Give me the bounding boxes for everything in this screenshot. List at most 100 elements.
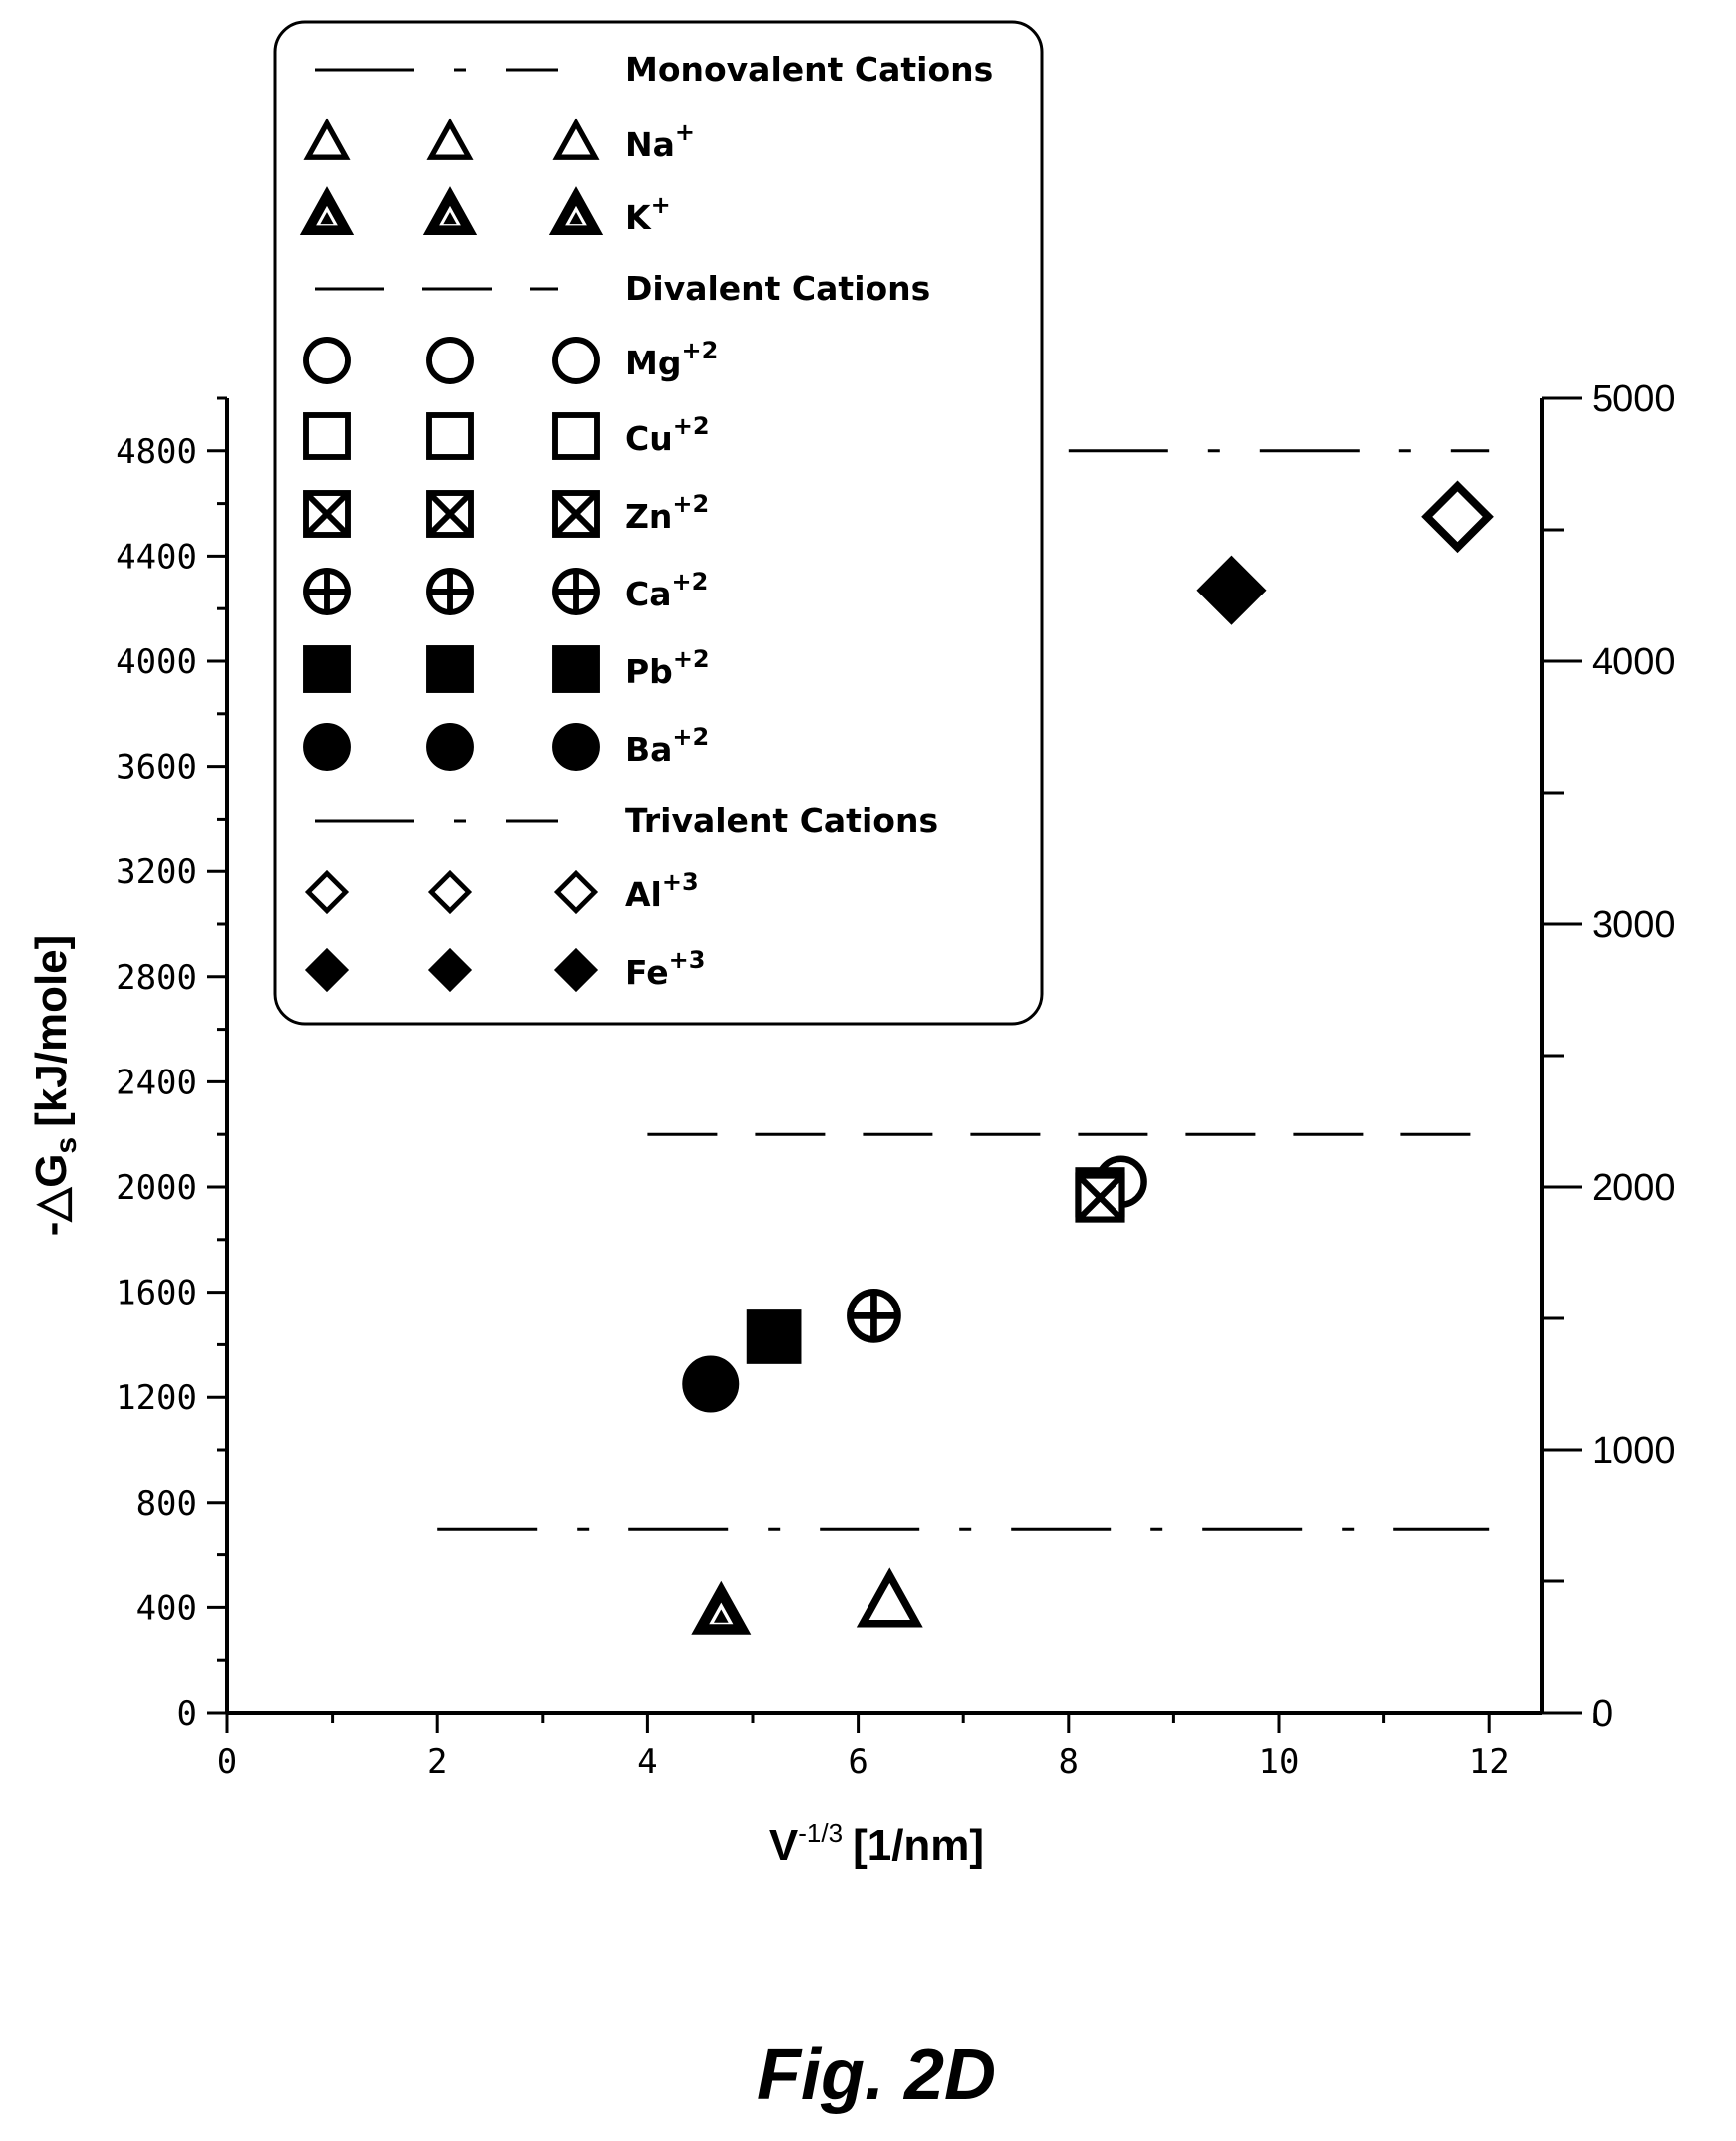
- legend-marker: [426, 723, 474, 771]
- data-points: [682, 480, 1494, 1635]
- axes: 0400800120016002000240028003200360040004…: [116, 378, 1675, 1782]
- x-tick-label: 6: [848, 1742, 868, 1782]
- legend-entry: Trivalent Cations: [315, 801, 938, 839]
- y-axis-title: -△Gs [kJ/mole]: [27, 935, 83, 1237]
- legend-marker: [552, 723, 600, 771]
- x-tick-label: 4: [637, 1742, 657, 1782]
- legend-label: Trivalent Cations: [625, 801, 938, 839]
- legend-label: Fe+3: [625, 946, 705, 992]
- x-axis-title-unit: [1/nm]: [853, 1821, 984, 1870]
- legend-marker: [299, 186, 355, 235]
- legend-entry: Pb+2: [303, 645, 710, 693]
- legend-entry: Al+3: [304, 868, 699, 915]
- x-tick-label: 0: [217, 1742, 237, 1782]
- legend-marker: [552, 645, 600, 693]
- y-left-tick-label: 4400: [116, 537, 197, 577]
- legend-marker: [426, 337, 474, 384]
- legend-entry: Divalent Cations: [315, 269, 930, 308]
- legend-entry: Monovalent Cations: [315, 50, 993, 89]
- legend-entry: Zn+2: [303, 490, 709, 538]
- legend-label: K+: [625, 191, 671, 237]
- y-left-tick-label: 4800: [116, 432, 197, 472]
- reference-lines: [437, 449, 1490, 1531]
- x-tick-label: 8: [1059, 1742, 1079, 1782]
- legend-marker: [426, 645, 474, 693]
- legend-entry: Cu+2: [303, 412, 710, 460]
- y-right-tick-label: 2000: [1592, 1167, 1676, 1209]
- legend-marker: [422, 186, 478, 235]
- legend-entry: Fe+3: [304, 946, 705, 993]
- legend-marker: [303, 568, 351, 615]
- legend-marker: [304, 869, 350, 915]
- legend-marker: [304, 947, 350, 993]
- data-point-pb: [746, 1309, 802, 1364]
- y-left-tick-label: 400: [136, 1588, 197, 1628]
- legend-entry: Na+: [303, 118, 695, 164]
- x-tick-label: 2: [427, 1742, 447, 1782]
- data-point-ba: [682, 1355, 740, 1413]
- legend-marker: [303, 723, 351, 771]
- legend-label: Ba+2: [625, 723, 709, 769]
- legend-marker: [426, 118, 474, 160]
- legend-marker: [303, 490, 351, 538]
- y-left-tick-label: 0: [177, 1694, 197, 1734]
- legend-marker: [426, 490, 474, 538]
- x-axis-title: V-1/3 [1/nm]: [769, 1818, 984, 1870]
- y-left-tick-label: 2400: [116, 1063, 197, 1102]
- legend-marker: [552, 490, 600, 538]
- y-right-tick-label: 5000: [1592, 378, 1676, 420]
- y-left-tick-label: 3600: [116, 748, 197, 788]
- data-point-zn: [1075, 1172, 1125, 1223]
- legend-box: [273, 20, 1044, 1026]
- legend-marker: [552, 337, 600, 384]
- x-axis-title-sup: -1/3: [798, 1818, 843, 1848]
- legend-marker: [552, 568, 600, 615]
- legend-marker: [303, 118, 351, 160]
- legend-entry: Mg+2: [303, 337, 718, 384]
- y-axis-title-main: -△G: [27, 1154, 76, 1237]
- legend-marker: [303, 645, 351, 693]
- legend-entry: Ba+2: [303, 723, 709, 771]
- legend-label: Cu+2: [625, 412, 710, 458]
- figure-caption: Fig. 2D: [757, 2035, 996, 2115]
- x-tick-label: 10: [1259, 1742, 1300, 1782]
- x-tick-label: 12: [1469, 1742, 1510, 1782]
- y-right-tick-label: 4000: [1592, 641, 1676, 683]
- data-point-fe: [1196, 555, 1267, 625]
- legend-entry: Ca+2: [303, 568, 708, 615]
- y-left-tick-label: 3200: [116, 852, 197, 892]
- legend-marker: [303, 337, 351, 384]
- legend-marker: [553, 869, 599, 915]
- legend-label: Pb+2: [625, 645, 710, 691]
- legend-label: Ca+2: [625, 568, 708, 613]
- y-left-tick-label: 1200: [116, 1378, 197, 1418]
- x-axis-title-main: V: [769, 1821, 799, 1870]
- y-axis-title-sub: s: [50, 1137, 83, 1154]
- legend-marker: [426, 568, 474, 615]
- legend-marker: [548, 186, 604, 235]
- legend-marker: [552, 412, 600, 460]
- legend-marker: [426, 412, 474, 460]
- y-right-tick-label: 3000: [1592, 904, 1676, 946]
- legend-label: Al+3: [625, 868, 699, 914]
- legend: Monovalent Cations Na+ K+ Divalent Cations M…: [273, 20, 1044, 1026]
- legend-label: Zn+2: [625, 490, 709, 536]
- legend-marker: [553, 947, 599, 993]
- data-point-k: [691, 1580, 752, 1635]
- legend-marker: [427, 947, 473, 993]
- legend-label: Divalent Cations: [625, 269, 930, 308]
- y-right-tick-label: 0: [1592, 1693, 1612, 1735]
- y-left-tick-label: 2000: [116, 1168, 197, 1208]
- y-right-tick-label: 1000: [1592, 1430, 1676, 1472]
- legend-marker: [552, 118, 600, 160]
- legend-marker: [303, 412, 351, 460]
- legend-marker: [427, 869, 473, 915]
- y-left-tick-label: 800: [136, 1484, 197, 1524]
- data-point-al: [1421, 480, 1494, 554]
- y-left-tick-label: 1600: [116, 1274, 197, 1313]
- legend-label: Mg+2: [625, 337, 718, 382]
- y-axis-title-unit: [kJ/mole]: [27, 935, 76, 1127]
- data-point-ca: [847, 1288, 901, 1343]
- data-point-na: [856, 1567, 923, 1628]
